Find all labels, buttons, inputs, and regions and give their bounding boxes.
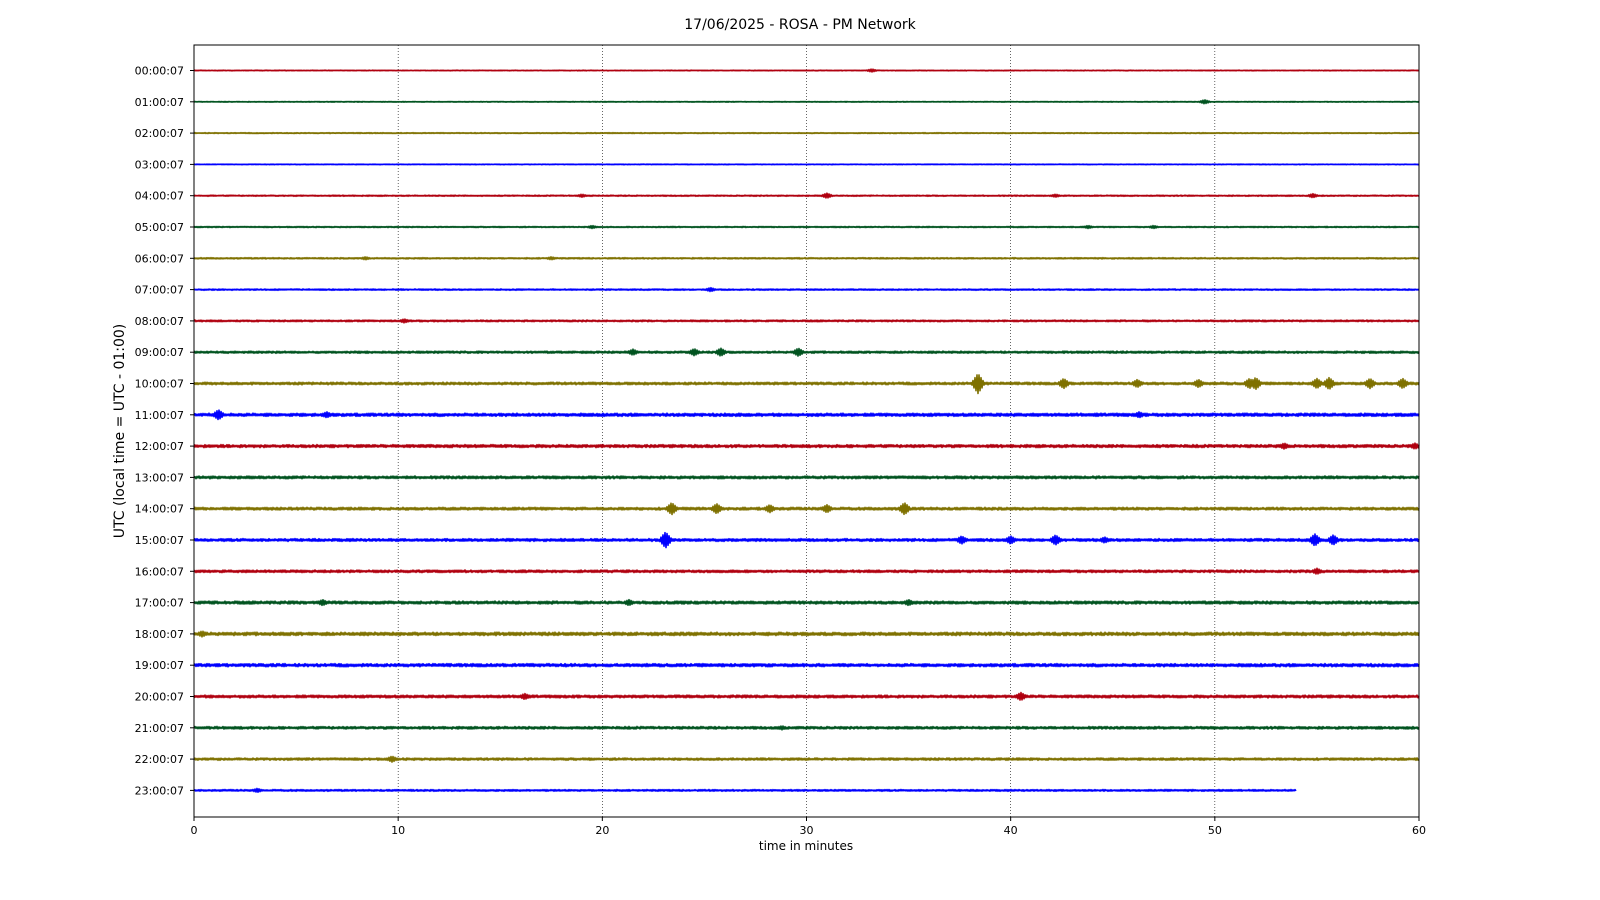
y-tick-label-01:00:07: 01:00:07	[135, 96, 184, 109]
plot-frame	[193, 44, 1420, 818]
trace-01:00:07	[193, 99, 1420, 105]
y-tick-label-00:00:07: 00:00:07	[135, 65, 184, 78]
trace-22:00:07	[193, 755, 1420, 763]
y-tick-label-12:00:07: 12:00:07	[135, 440, 184, 453]
y-tick-label-09:00:07: 09:00:07	[135, 346, 184, 359]
trace-05:00:07	[193, 224, 1420, 230]
y-axis-label: UTC (local time = UTC - 01:00)	[112, 324, 128, 539]
trace-09:00:07	[193, 347, 1420, 357]
trace-12:00:07	[193, 442, 1420, 450]
y-tick-label-08:00:07: 08:00:07	[135, 315, 184, 328]
y-tick-label-16:00:07: 16:00:07	[135, 565, 184, 578]
y-tick-label-13:00:07: 13:00:07	[135, 471, 184, 484]
trace-21:00:07	[193, 725, 1420, 731]
y-tick-label-17:00:07: 17:00:07	[135, 597, 184, 610]
grid-lines	[397, 45, 1216, 817]
x-tick-label-40: 40	[1004, 824, 1018, 837]
y-tick-label-03:00:07: 03:00:07	[135, 158, 184, 171]
x-tick-label-20: 20	[595, 824, 609, 837]
y-axis-ticks: 00:00:07 01:00:07 02:00:07 03:00:07 04:00:07…	[135, 65, 194, 797]
trace-06:00:07	[193, 256, 1420, 261]
trace-23:00:07	[193, 787, 1297, 794]
y-tick-label-02:00:07: 02:00:07	[135, 127, 184, 140]
x-axis-ticks: 0 10 20 30 40 50 60	[191, 817, 1426, 837]
x-tick-label-30: 30	[800, 824, 814, 837]
trace-19:00:07	[193, 662, 1420, 668]
y-tick-label-05:00:07: 05:00:07	[135, 221, 184, 234]
x-tick-label-10: 10	[391, 824, 405, 837]
seismic-traces	[193, 68, 1420, 794]
trace-07:00:07	[193, 286, 1420, 293]
y-tick-label-07:00:07: 07:00:07	[135, 284, 184, 297]
x-axis-label: time in minutes	[759, 839, 853, 853]
x-tick-label-60: 60	[1412, 824, 1426, 837]
y-tick-label-22:00:07: 22:00:07	[135, 753, 184, 766]
x-tick-label-0: 0	[191, 824, 198, 837]
y-tick-label-21:00:07: 21:00:07	[135, 722, 184, 735]
trace-20:00:07	[193, 691, 1420, 701]
trace-02:00:07	[193, 131, 1420, 135]
trace-00:00:07	[193, 68, 1420, 73]
y-tick-label-04:00:07: 04:00:07	[135, 190, 184, 203]
y-tick-label-23:00:07: 23:00:07	[135, 784, 184, 797]
trace-04:00:07	[193, 192, 1420, 199]
trace-10:00:07	[193, 374, 1420, 395]
trace-03:00:07	[193, 163, 1420, 166]
y-tick-label-19:00:07: 19:00:07	[135, 659, 184, 672]
y-tick-label-18:00:07: 18:00:07	[135, 628, 184, 641]
trace-11:00:07	[193, 409, 1420, 421]
y-tick-label-15:00:07: 15:00:07	[135, 534, 184, 547]
trace-08:00:07	[193, 318, 1420, 324]
x-tick-label-50: 50	[1208, 824, 1222, 837]
trace-18:00:07	[193, 630, 1420, 638]
trace-16:00:07	[193, 567, 1420, 575]
chart-title: 17/06/2025 - ROSA - PM Network	[684, 17, 916, 33]
y-tick-label-06:00:07: 06:00:07	[135, 252, 184, 265]
y-tick-label-10:00:07: 10:00:07	[135, 378, 184, 391]
trace-13:00:07	[193, 475, 1420, 480]
y-tick-label-11:00:07: 11:00:07	[135, 409, 184, 422]
trace-14:00:07	[193, 502, 1420, 516]
y-tick-label-14:00:07: 14:00:07	[135, 503, 184, 516]
y-tick-label-20:00:07: 20:00:07	[135, 691, 184, 704]
trace-15:00:07	[193, 531, 1420, 549]
trace-17:00:07	[193, 598, 1420, 607]
